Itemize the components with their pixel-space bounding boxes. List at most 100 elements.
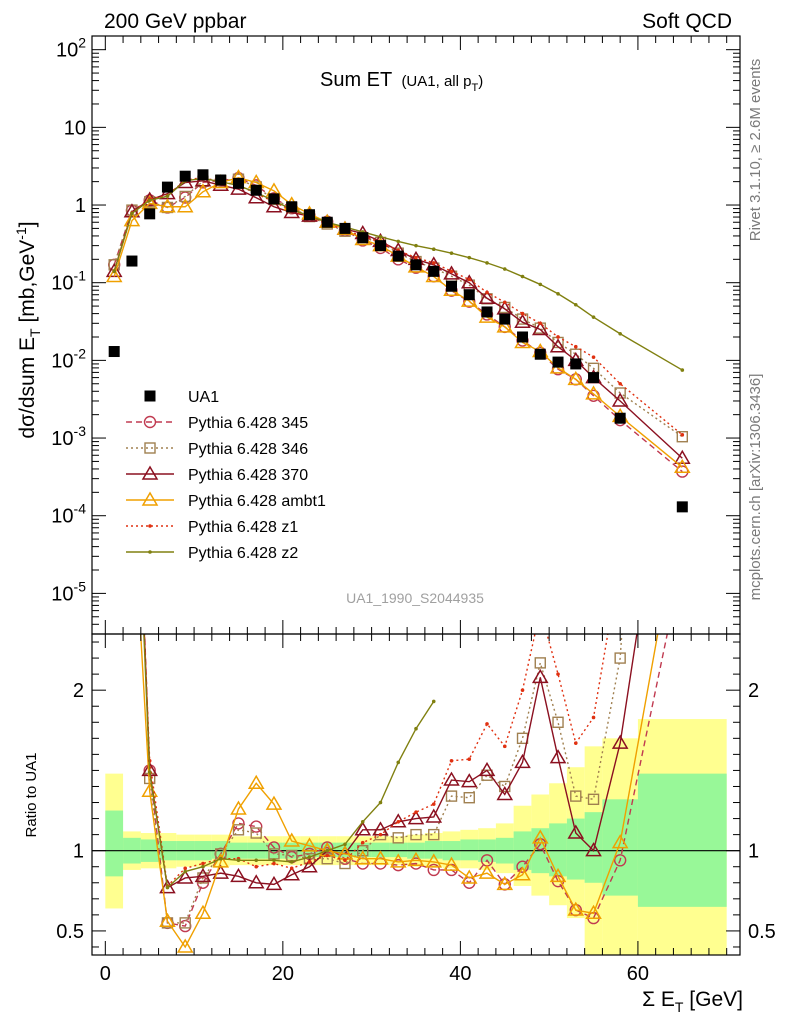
main-y-tick-label: 10-4 bbox=[51, 501, 86, 528]
main-y-tick-label: 10-5 bbox=[51, 578, 86, 605]
main-point-pythia-6-428-z1 bbox=[467, 277, 472, 282]
header-left: 200 GeV ppbar bbox=[104, 10, 246, 33]
ratio-point-pythia-6-428-370 bbox=[125, 314, 139, 326]
main-y-tick-label: 10-3 bbox=[51, 423, 86, 450]
legend-label-pythia-6-428-ambt1: Pythia 6.428 ambt1 bbox=[188, 493, 326, 510]
main-point-ua1 bbox=[321, 216, 333, 228]
ratio-point-pythia-6-428-ambt1 bbox=[443, 856, 460, 871]
main-point-pythia-6-428-370 bbox=[531, 320, 549, 336]
ratio-point-pythia-6-428-345 bbox=[613, 854, 627, 867]
main-point-ua1 bbox=[676, 501, 688, 513]
main-point-ua1 bbox=[179, 170, 191, 182]
main-point-ua1 bbox=[215, 174, 227, 186]
ratio-point-pythia-6-428-ambt1 bbox=[585, 904, 602, 920]
main-point-ua1 bbox=[517, 331, 529, 343]
legend-entry-pythia-6-428-345: Pythia 6.428 345 bbox=[126, 415, 308, 432]
ratio-point-pythia-6-428-345 bbox=[321, 841, 334, 854]
ratio-point-pythia-6-428-z1 bbox=[201, 861, 205, 866]
main-point-pythia-6-428-ambt1 bbox=[194, 183, 212, 198]
ratio-point-pythia-6-428-370 bbox=[265, 875, 283, 891]
main-point-ua1 bbox=[250, 184, 262, 196]
ratio-point-pythia-6-428-346 bbox=[357, 844, 369, 857]
main-point-ua1 bbox=[108, 346, 120, 358]
ratio-point-pythia-6-428-ambt1 bbox=[372, 850, 389, 865]
ratio-point-pythia-6-428-z1 bbox=[325, 853, 330, 858]
tick-base: 10 bbox=[51, 273, 73, 295]
x-axis-label: Σ ET [GeV] bbox=[642, 988, 743, 1015]
ratio-series-pythia-6-428-z2 bbox=[143, 634, 436, 890]
ratio-point-pythia-6-428-ambt1 bbox=[194, 904, 212, 920]
ratio-line-pythia-6-428-345 bbox=[143, 634, 668, 927]
ratio-point-pythia-6-428-z2 bbox=[254, 858, 259, 863]
ratio-point-pythia-6-428-370 bbox=[389, 813, 407, 828]
legend-marker-pythia-6-428-370 bbox=[141, 465, 159, 480]
main-point-pythia-6-428-z2 bbox=[502, 267, 507, 271]
main-point-pythia-6-428-z2 bbox=[467, 255, 472, 260]
tick-exponent: -4 bbox=[74, 501, 87, 517]
ratio-point-pythia-6-428-346 bbox=[410, 828, 422, 841]
ratio-point-pythia-6-428-346 bbox=[614, 652, 626, 664]
ratio-point-pythia-6-428-ambt1 bbox=[354, 850, 372, 865]
ratio-point-pythia-6-428-370 bbox=[159, 879, 176, 894]
main-point-pythia-6-428-370 bbox=[549, 338, 567, 353]
legend-marker-pythia-6-428-346 bbox=[144, 442, 156, 454]
ratio-point-pythia-6-428-346 bbox=[587, 793, 600, 806]
ratio-point-pythia-6-428-346 bbox=[516, 732, 529, 745]
ratio-point-pythia-6-428-370 bbox=[425, 808, 443, 823]
ratio-point-pythia-6-428-z1 bbox=[254, 864, 259, 869]
main-point-pythia-6-428-370 bbox=[478, 289, 496, 305]
ratio-point-pythia-6-428-370 bbox=[247, 874, 265, 889]
ratio-point-pythia-6-428-z2 bbox=[147, 770, 152, 774]
ratio-point-pythia-6-428-346 bbox=[445, 790, 458, 802]
band-group bbox=[105, 719, 727, 955]
tick-exponent: -5 bbox=[74, 578, 87, 594]
legend-marker-pythia-6-428-z2 bbox=[148, 550, 152, 554]
main-point-pythia-6-428-z2 bbox=[378, 234, 383, 239]
main-point-ua1 bbox=[463, 289, 475, 301]
ratio-point-pythia-6-428-z2 bbox=[396, 760, 401, 765]
ratio-point-pythia-6-428-346 bbox=[552, 716, 564, 728]
ratio-point-pythia-6-428-z1 bbox=[502, 744, 507, 749]
legend-entry-pythia-6-428-ambt1: Pythia 6.428 ambt1 bbox=[126, 491, 326, 510]
ratio-point-pythia-6-428-z1 bbox=[431, 802, 436, 806]
ratio-point-pythia-6-428-ambt1 bbox=[389, 853, 407, 868]
x-tick-label: 0 bbox=[100, 963, 111, 985]
axes-frames bbox=[91, 35, 741, 956]
ratio-point-pythia-6-428-370 bbox=[531, 668, 549, 684]
ratio-point-pythia-6-428-z2 bbox=[165, 885, 170, 890]
ratio-point-pythia-6-428-346 bbox=[127, 284, 137, 294]
ratio-point-pythia-6-428-346 bbox=[232, 824, 245, 836]
ratio-point-pythia-6-428-370 bbox=[611, 734, 629, 749]
green-band-bin bbox=[105, 810, 124, 877]
ratio-point-pythia-6-428-z2 bbox=[289, 860, 294, 864]
main-point-pythia-6-428-z2 bbox=[112, 269, 116, 274]
main-point-pythia-6-428-z1 bbox=[556, 335, 560, 339]
ratio-point-pythia-6-428-z2 bbox=[431, 699, 436, 704]
main-point-pythia-6-428-z1 bbox=[449, 269, 454, 274]
ratio-point-pythia-6-428-ambt1 bbox=[247, 774, 265, 790]
main-point-ua1 bbox=[161, 181, 173, 193]
ratio-point-pythia-6-428-ambt1 bbox=[301, 837, 318, 852]
ratio-point-pythia-6-428-z1 bbox=[130, 335, 134, 339]
main-point-pythia-6-428-z2 bbox=[591, 315, 596, 319]
ratio-point-pythia-6-428-ambt1 bbox=[176, 938, 194, 953]
ratio-point-pythia-6-428-370 bbox=[443, 771, 460, 786]
main-y-tick-label: 1 bbox=[75, 195, 86, 217]
ratio-point-pythia-6-428-370 bbox=[283, 866, 301, 881]
plot-title-sub: (UA1, all p bbox=[401, 73, 471, 90]
plot-title-sub-index: T bbox=[471, 82, 478, 94]
main-point-pythia-6-428-z1 bbox=[520, 311, 525, 316]
main-point-pythia-6-428-z1 bbox=[573, 344, 578, 349]
main-y-tick-label: 10 bbox=[64, 117, 86, 139]
main-point-pythia-6-428-370 bbox=[673, 449, 691, 464]
ratio-point-pythia-6-428-z1 bbox=[520, 688, 525, 692]
main-y-tick-label: 10-1 bbox=[51, 268, 86, 295]
ratio-point-pythia-6-428-z1 bbox=[467, 757, 472, 761]
ratio-point-pythia-6-428-z1 bbox=[272, 861, 276, 866]
main-point-pythia-6-428-z2 bbox=[165, 194, 170, 198]
series-layer bbox=[105, 169, 691, 953]
main-line-pythia-6-428-346 bbox=[113, 178, 683, 438]
green-band-bin bbox=[424, 841, 443, 859]
ratio-point-pythia-6-428-ambt1 bbox=[125, 475, 139, 487]
ratio-point-pythia-6-428-346 bbox=[250, 827, 262, 839]
